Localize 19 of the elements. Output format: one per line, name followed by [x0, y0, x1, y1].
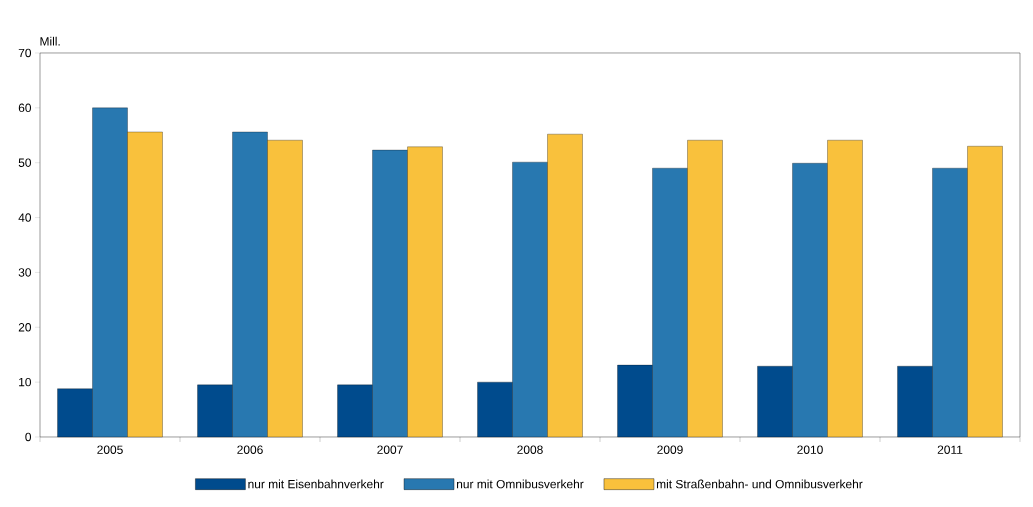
y-tick-label: 50 [18, 158, 32, 167]
legend-label: mit Straßenbahn- und Omnibusverkehr [656, 479, 863, 489]
legend-label: nur mit Omnibusverkehr [457, 479, 584, 489]
x-tick-label: 2007 [377, 445, 403, 454]
x-tick-label: 2006 [237, 445, 263, 454]
x-tick-label: 2005 [97, 445, 123, 454]
y-tick-label: 0 [25, 432, 32, 442]
legend-label: nur mit Eisenbahnverkehr [248, 479, 384, 489]
y-tick-label: 20 [18, 323, 32, 332]
y-tick-label: 60 [18, 103, 32, 113]
x-tick-label: 2011 [937, 445, 963, 454]
y-tick-label: 10 [19, 377, 32, 387]
y-tick-label: 70 [18, 48, 32, 58]
y-axis-title: Mill. [40, 36, 60, 46]
y-tick-label: 40 [18, 213, 32, 222]
x-tick-label: 2008 [517, 445, 543, 454]
x-tick-label: 2009 [657, 445, 683, 454]
y-tick-label: 30 [18, 268, 32, 277]
x-tick-label: 2010 [797, 445, 823, 454]
